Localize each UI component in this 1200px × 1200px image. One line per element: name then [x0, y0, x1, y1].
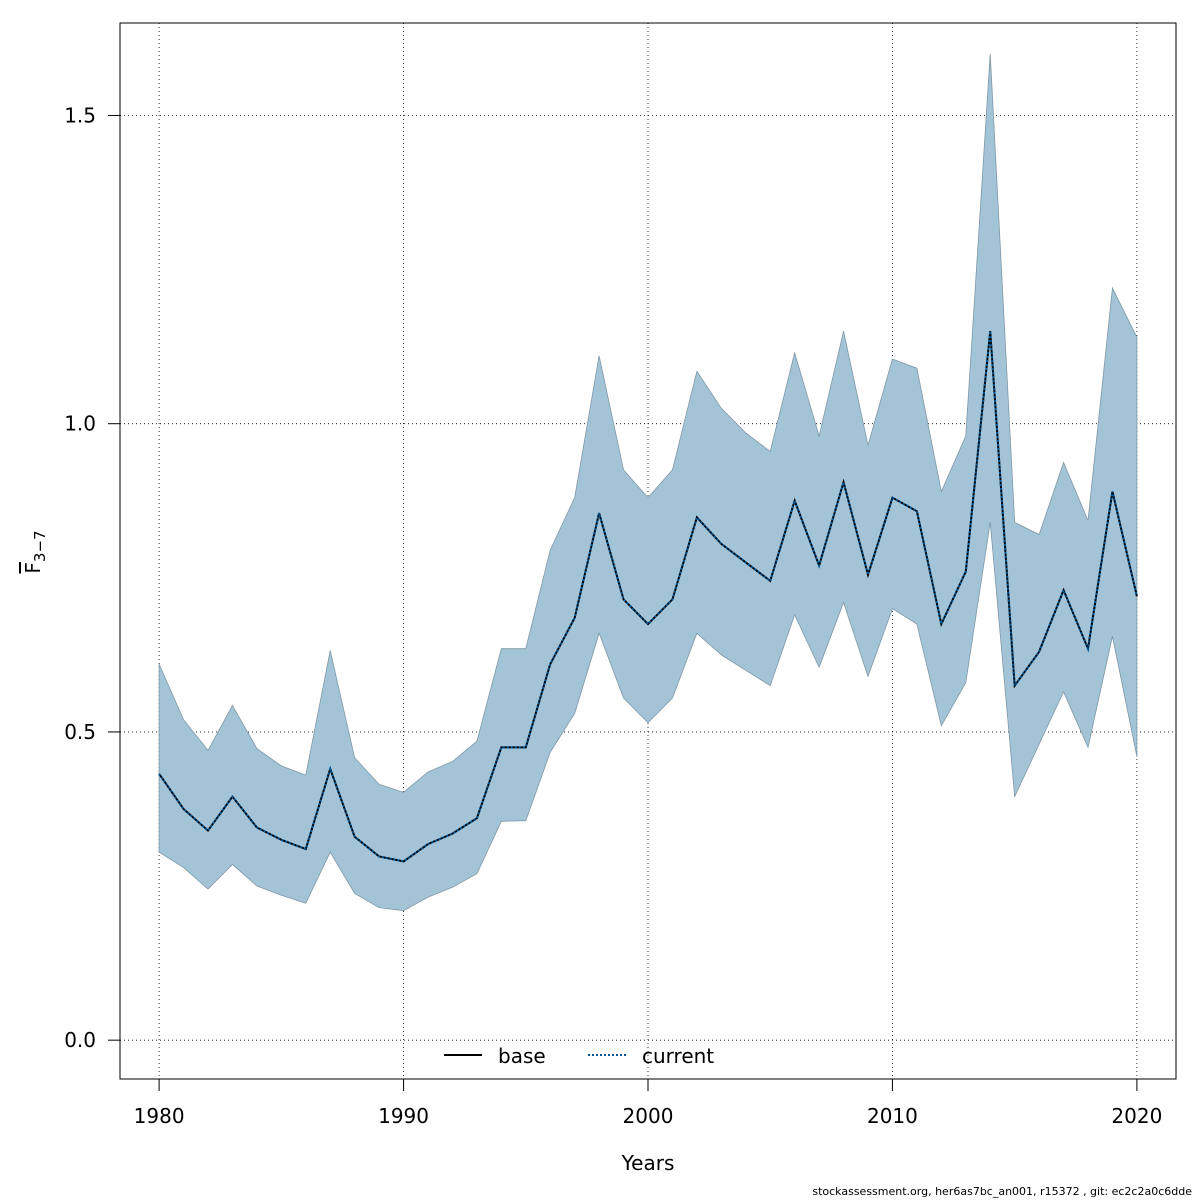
x-tick-label: 2000	[623, 1104, 674, 1128]
legend-label-base: base	[498, 1044, 546, 1068]
footer-note: stockassessment.org, her6as7bc_an001, r1…	[812, 1185, 1192, 1198]
y-axis-title-subscript: 3−7	[31, 530, 49, 562]
legend: base current	[444, 1044, 714, 1068]
y-tick-label: 1.5	[64, 103, 96, 127]
legend-label-current: current	[642, 1044, 714, 1068]
series-line-current	[158, 331, 1138, 863]
x-axis-title: Years	[621, 1151, 675, 1175]
series-layer	[158, 331, 1138, 863]
y-tick-label: 0.5	[64, 720, 96, 744]
x-tick-label: 1980	[134, 1104, 185, 1128]
axis-layer: 1980 1990 2000 2010 2020 0.0 0.5 1.0 1.5	[64, 103, 1162, 1128]
y-axis-title-main: F	[21, 562, 45, 574]
confidence-band	[158, 53, 1138, 912]
x-tick-label: 2020	[1111, 1104, 1162, 1128]
svg-text:F3−7: F3−7	[21, 530, 49, 573]
y-axis-title: F3−7	[21, 530, 49, 573]
x-tick-label: 2010	[867, 1104, 918, 1128]
y-tick-label: 1.0	[64, 412, 96, 436]
y-tick-label: 0.0	[64, 1028, 96, 1052]
band-layer	[158, 53, 1138, 912]
x-tick-label: 1990	[378, 1104, 429, 1128]
